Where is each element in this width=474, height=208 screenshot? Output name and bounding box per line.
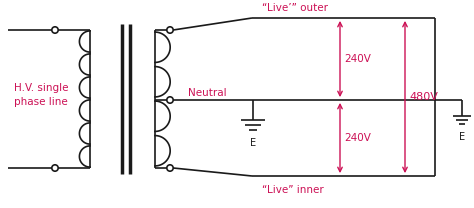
- Text: H.V. single
phase line: H.V. single phase line: [14, 83, 69, 107]
- Text: “Live’” outer: “Live’” outer: [262, 3, 328, 13]
- Text: “Live” inner: “Live” inner: [262, 185, 324, 195]
- Text: 240V: 240V: [344, 54, 371, 64]
- Text: Neutral: Neutral: [188, 88, 227, 98]
- Text: 480V: 480V: [409, 92, 438, 102]
- Text: 240V: 240V: [344, 133, 371, 143]
- Text: E: E: [459, 132, 465, 142]
- Text: E: E: [250, 138, 256, 148]
